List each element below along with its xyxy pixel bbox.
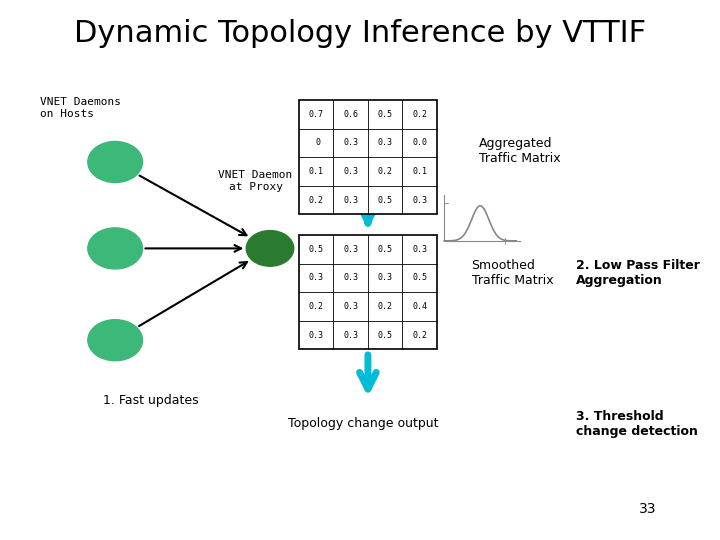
Text: 0.5: 0.5 xyxy=(309,245,323,254)
Bar xyxy=(299,100,437,214)
Text: 0.5: 0.5 xyxy=(413,273,427,282)
Circle shape xyxy=(88,320,143,361)
Text: Aggregated
Traffic Matrix: Aggregated Traffic Matrix xyxy=(479,137,560,165)
Text: 0: 0 xyxy=(311,138,321,147)
Text: 0.6: 0.6 xyxy=(343,110,358,119)
Text: 0.3: 0.3 xyxy=(343,195,358,205)
Text: 3. Threshold
change detection: 3. Threshold change detection xyxy=(576,410,698,438)
Text: VNET Daemons
on Hosts: VNET Daemons on Hosts xyxy=(40,97,121,119)
Text: 0.2: 0.2 xyxy=(413,110,427,119)
Text: 0.3: 0.3 xyxy=(343,138,358,147)
Text: 0.0: 0.0 xyxy=(413,138,427,147)
Text: 0.5: 0.5 xyxy=(378,110,392,119)
Bar xyxy=(299,235,437,349)
Text: 0.4: 0.4 xyxy=(413,302,427,311)
Text: 0.3: 0.3 xyxy=(343,167,358,176)
Text: 0.2: 0.2 xyxy=(309,195,323,205)
Text: 0.2: 0.2 xyxy=(309,302,323,311)
Text: 0.3: 0.3 xyxy=(378,273,392,282)
Text: 0.3: 0.3 xyxy=(413,195,427,205)
Text: 0.1: 0.1 xyxy=(309,167,323,176)
Text: 0.5: 0.5 xyxy=(378,330,392,340)
Text: 1. Fast updates: 1. Fast updates xyxy=(104,394,199,407)
Text: 0.3: 0.3 xyxy=(413,245,427,254)
Text: 0.2: 0.2 xyxy=(378,302,392,311)
Text: 0.1: 0.1 xyxy=(413,167,427,176)
Text: 0.3: 0.3 xyxy=(309,330,323,340)
Text: 0.3: 0.3 xyxy=(309,273,323,282)
Text: Smoothed
Traffic Matrix: Smoothed Traffic Matrix xyxy=(472,259,553,287)
Text: 0.7: 0.7 xyxy=(309,110,323,119)
Text: 0.3: 0.3 xyxy=(343,330,358,340)
Text: 0.2: 0.2 xyxy=(378,167,392,176)
Text: 0.3: 0.3 xyxy=(343,302,358,311)
Text: 0.3: 0.3 xyxy=(378,138,392,147)
Text: Dynamic Topology Inference by VTTIF: Dynamic Topology Inference by VTTIF xyxy=(74,19,646,48)
Circle shape xyxy=(88,228,143,269)
Circle shape xyxy=(246,231,294,266)
Text: 0.2: 0.2 xyxy=(413,330,427,340)
Text: 2. Low Pass Filter
Aggregation: 2. Low Pass Filter Aggregation xyxy=(576,259,700,287)
Text: VNET Daemon
at Proxy: VNET Daemon at Proxy xyxy=(218,170,293,192)
Circle shape xyxy=(88,141,143,183)
Text: 0.5: 0.5 xyxy=(378,195,392,205)
Text: 0.5: 0.5 xyxy=(378,245,392,254)
Text: 0.3: 0.3 xyxy=(343,245,358,254)
Text: 33: 33 xyxy=(639,502,657,516)
Text: 0.3: 0.3 xyxy=(343,273,358,282)
Text: Topology change output: Topology change output xyxy=(288,417,439,430)
